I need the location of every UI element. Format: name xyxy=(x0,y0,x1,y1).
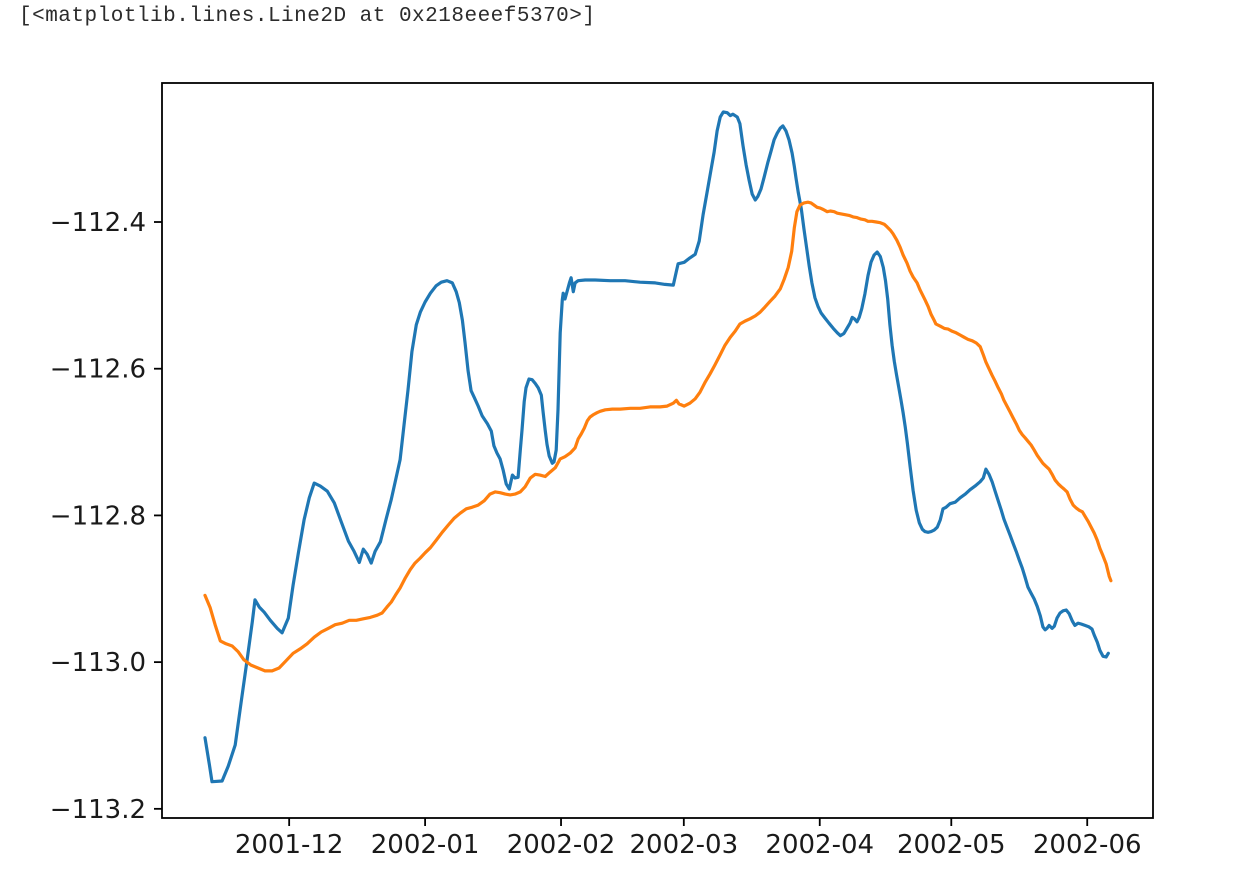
x-tick-label: 2002-01 xyxy=(371,830,480,860)
x-tick-label: 2002-03 xyxy=(629,830,738,860)
x-tick-label: 2002-02 xyxy=(507,830,616,860)
y-tick-label: −113.0 xyxy=(50,648,146,678)
x-tick-label: 2002-05 xyxy=(897,830,1006,860)
series-line-daily-series xyxy=(203,110,1110,784)
y-tick-label: −113.2 xyxy=(50,795,146,825)
x-tick-label: 2002-04 xyxy=(765,830,874,860)
x-tick-label: 2001-12 xyxy=(235,830,344,860)
axes-frame xyxy=(161,82,1154,819)
y-tick-label: −112.8 xyxy=(50,501,146,531)
series-line-smoothed-series xyxy=(203,200,1113,673)
console-output-text: [<matplotlib.lines.Line2D at 0x218eeef53… xyxy=(19,5,596,28)
y-tick-label: −112.6 xyxy=(50,355,146,385)
y-tick-label: −112.4 xyxy=(50,208,146,238)
x-tick-label: 2002-06 xyxy=(1033,830,1142,860)
